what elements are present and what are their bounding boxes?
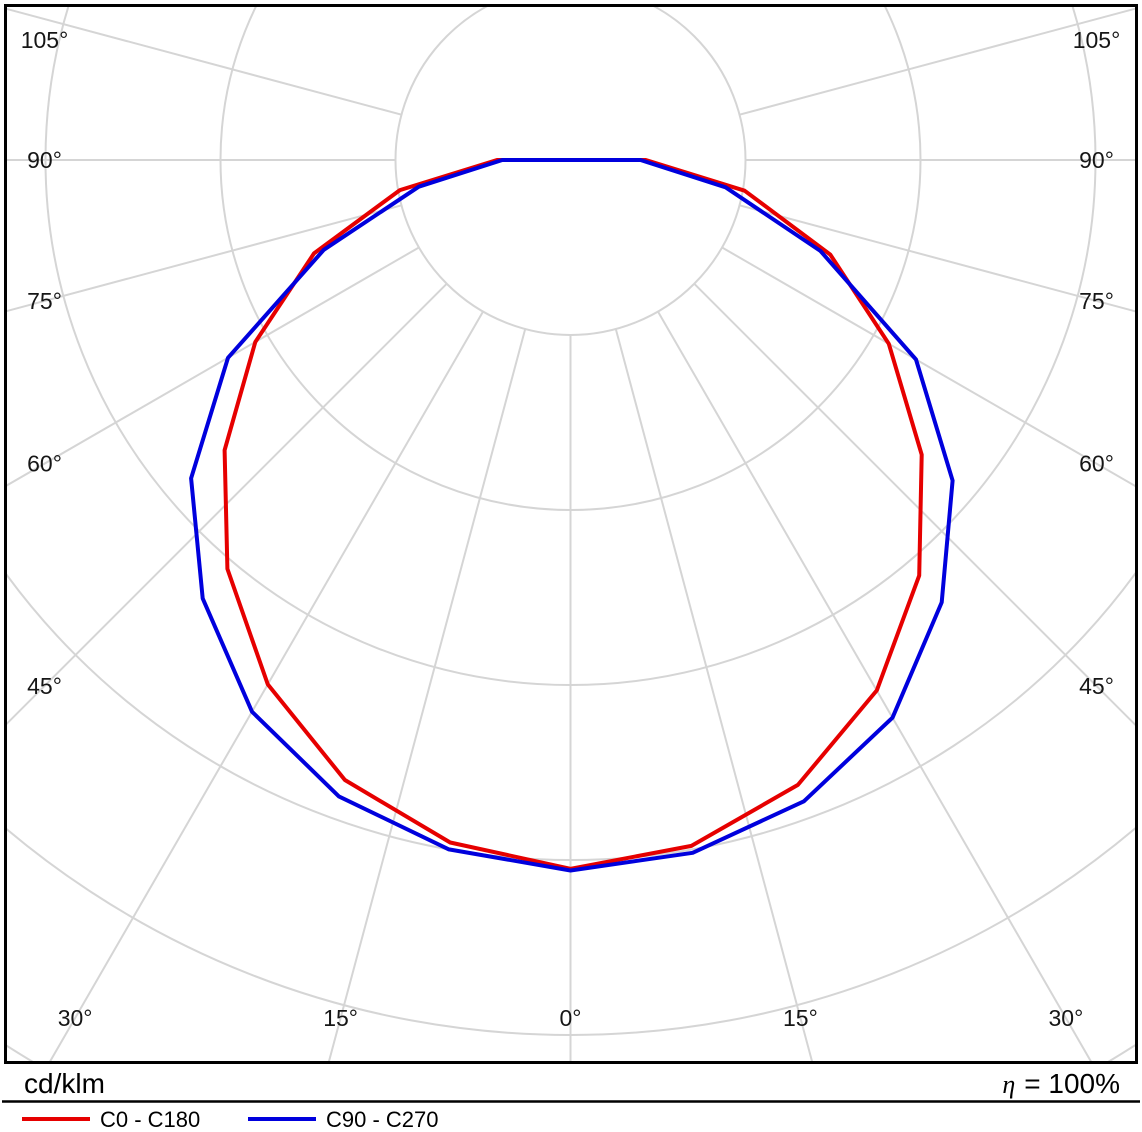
intensity-curves (189, 158, 955, 873)
angle-label: 90° (1079, 147, 1114, 173)
curve-c90-c270 (189, 158, 955, 873)
angle-label: 75° (1079, 288, 1114, 314)
grid-ray (614, 328, 813, 1061)
angle-label: 105° (21, 27, 69, 53)
legend: C0 - C180 C90 - C270 (22, 1107, 439, 1132)
angle-label: 15° (783, 1005, 818, 1031)
unit-label: cd/klm (24, 1068, 105, 1099)
angle-label: 15° (323, 1005, 358, 1031)
angle-label: 90° (27, 147, 62, 173)
angle-label: 30° (58, 1005, 93, 1031)
grid-ray (657, 311, 1092, 1061)
angle-label: 75° (27, 288, 62, 314)
efficiency-label: η = 100% (1002, 1068, 1120, 1099)
grid-ray (328, 328, 527, 1061)
angle-label: 0° (560, 1005, 582, 1031)
legend-label-c0-c180: C0 - C180 (100, 1107, 200, 1132)
efficiency-value: = 100% (1024, 1068, 1120, 1099)
plot-border (4, 4, 1138, 1064)
angle-label: 45° (1079, 673, 1114, 699)
grid-ring (394, 7, 747, 336)
grid-ray (721, 246, 1135, 488)
curve-c0-c180 (222, 158, 924, 871)
angle-label: 60° (1079, 451, 1114, 477)
angle-label: 105° (1073, 27, 1121, 53)
grid-ray (7, 246, 420, 487)
legend-label-c90-c270: C90 - C270 (326, 1107, 439, 1132)
angle-label: 45° (27, 673, 62, 699)
angle-label: 60° (27, 451, 62, 477)
angle-label: 30° (1049, 1005, 1084, 1031)
grid-ray (693, 282, 1135, 726)
eta-symbol: η (1002, 1070, 1015, 1099)
grid-ray (7, 7, 402, 116)
grid-ray (7, 282, 448, 725)
grid-ray (49, 311, 484, 1061)
grid-ray (739, 7, 1135, 116)
angle-labels: 45° 45° 60° 60° 75° 75° 90° 90° 105° 105° 0° 15° 15°… (21, 27, 1121, 1031)
grid-ray (739, 204, 1135, 313)
grid-ray (7, 204, 402, 313)
